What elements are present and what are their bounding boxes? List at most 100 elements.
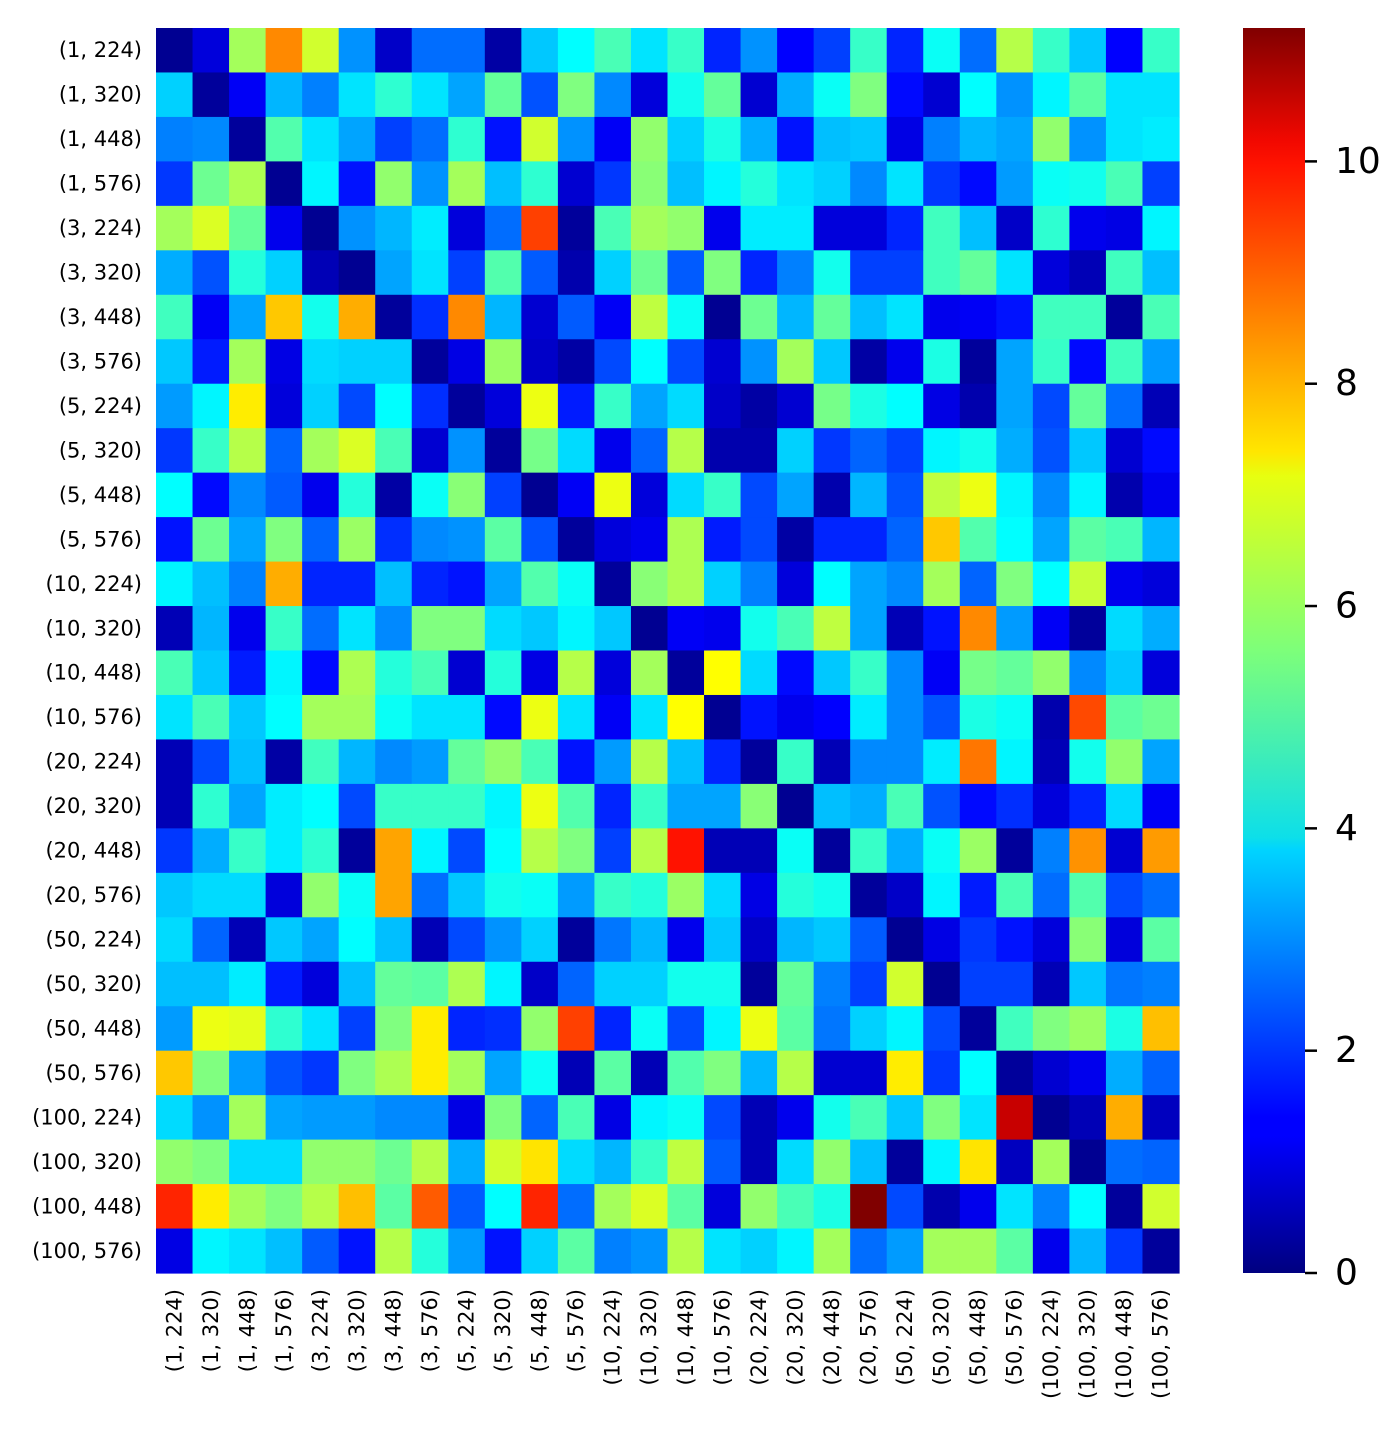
heatmap-cell	[667, 1050, 705, 1096]
heatmap-cell	[704, 517, 742, 563]
heatmap-cell	[594, 828, 632, 874]
heatmap-cell	[777, 606, 815, 652]
heatmap-cell	[192, 783, 230, 829]
heatmap-cell	[886, 383, 924, 429]
heatmap-cell	[667, 694, 705, 741]
heatmap-cell	[959, 1228, 997, 1274]
heatmap-cell	[959, 561, 997, 607]
heatmap-cell	[1142, 694, 1180, 741]
heatmap-cell	[740, 650, 778, 696]
heatmap-cell	[375, 650, 413, 696]
heatmap-cell	[1069, 606, 1107, 652]
heatmap-cell	[594, 917, 632, 963]
heatmap-cell	[338, 739, 376, 785]
heatmap-cell	[1105, 872, 1144, 918]
heatmap-cell	[229, 205, 267, 251]
heatmap-cell	[886, 783, 924, 829]
heatmap-cell	[521, 1095, 559, 1141]
heatmap-cell	[156, 561, 194, 607]
heatmap-cell	[740, 917, 778, 963]
heatmap-cell	[338, 161, 376, 207]
heatmap-cell	[777, 561, 815, 607]
heatmap-cell	[557, 1050, 596, 1096]
heatmap-cell	[630, 428, 669, 474]
heatmap-cell	[1142, 650, 1180, 696]
heatmap-cell	[156, 961, 194, 1007]
heatmap-cell	[996, 294, 1034, 340]
heatmap-cell	[411, 1139, 449, 1185]
heatmap-cell	[704, 917, 742, 963]
heatmap-cell	[302, 72, 340, 118]
heatmap-cell	[229, 1006, 267, 1052]
heatmap-cell	[411, 1095, 449, 1141]
heatmap-cell	[448, 294, 486, 340]
heatmap-cell	[1069, 428, 1107, 474]
heatmap-cell	[740, 472, 778, 518]
heatmap-cell	[229, 606, 267, 652]
heatmap-cell	[923, 872, 961, 918]
heatmap-cell	[813, 828, 851, 874]
heatmap-cells	[156, 28, 1180, 1274]
x-tick-label: (3, 320)	[345, 1289, 369, 1372]
heatmap-cell	[302, 339, 340, 385]
heatmap-cell	[886, 1184, 924, 1230]
heatmap-cell	[1032, 428, 1070, 474]
heatmap-cell	[996, 383, 1034, 429]
heatmap-cell	[484, 1139, 522, 1185]
heatmap-cell	[1142, 783, 1180, 829]
heatmap-cell	[192, 650, 230, 696]
heatmap-cell	[302, 517, 340, 563]
heatmap-cell	[265, 116, 303, 162]
heatmap-cell	[1032, 1139, 1070, 1185]
heatmap-cell	[1069, 72, 1107, 118]
heatmap-cell	[156, 428, 194, 474]
heatmap-cell	[923, 1184, 961, 1230]
colorbar-tick-label: 2	[1335, 1030, 1358, 1071]
heatmap-cell	[850, 783, 888, 829]
heatmap-cell	[484, 1184, 522, 1230]
heatmap-cell	[923, 161, 961, 207]
heatmap-cell	[667, 28, 705, 74]
x-tick-label: (1, 576)	[272, 1289, 296, 1372]
heatmap-cell	[704, 250, 742, 296]
heatmap-cell	[411, 72, 449, 118]
heatmap-cell	[229, 650, 267, 696]
heatmap-cell	[704, 1050, 742, 1096]
heatmap-cell	[996, 205, 1034, 251]
heatmap-cell	[594, 383, 632, 429]
heatmap-cell	[411, 339, 449, 385]
heatmap-cell	[886, 517, 924, 563]
heatmap-cell	[777, 250, 815, 296]
heatmap-cell	[740, 828, 778, 874]
heatmap-cell	[229, 1228, 267, 1274]
heatmap-cell	[375, 694, 413, 741]
heatmap-cell	[886, 28, 924, 74]
heatmap-cell	[594, 1139, 632, 1185]
heatmap-cell	[302, 250, 340, 296]
heatmap-cell	[1069, 294, 1107, 340]
heatmap-cell	[229, 561, 267, 607]
heatmap-cell	[1069, 383, 1107, 429]
heatmap-cell	[923, 383, 961, 429]
heatmap-cell	[1032, 339, 1070, 385]
heatmap-cell	[1105, 1050, 1144, 1096]
heatmap-cell	[959, 428, 997, 474]
heatmap-cell	[777, 1184, 815, 1230]
heatmap-cell	[484, 561, 522, 607]
heatmap-cell	[740, 383, 778, 429]
heatmap-cell	[813, 872, 851, 918]
heatmap-cell	[1105, 472, 1144, 518]
heatmap-cell	[484, 28, 522, 74]
heatmap-cell	[996, 1050, 1034, 1096]
heatmap-cell	[302, 961, 340, 1007]
heatmap-cell	[1032, 1184, 1070, 1230]
colorbar-tick-label: 4	[1335, 808, 1358, 849]
x-tick-label: (10, 224)	[601, 1289, 625, 1386]
heatmap-cell	[338, 606, 376, 652]
heatmap-cell	[1105, 783, 1144, 829]
heatmap-cell	[192, 428, 230, 474]
heatmap-cell	[630, 917, 669, 963]
heatmap-cell	[850, 961, 888, 1007]
heatmap-cell	[996, 961, 1034, 1007]
heatmap-cell	[923, 739, 961, 785]
